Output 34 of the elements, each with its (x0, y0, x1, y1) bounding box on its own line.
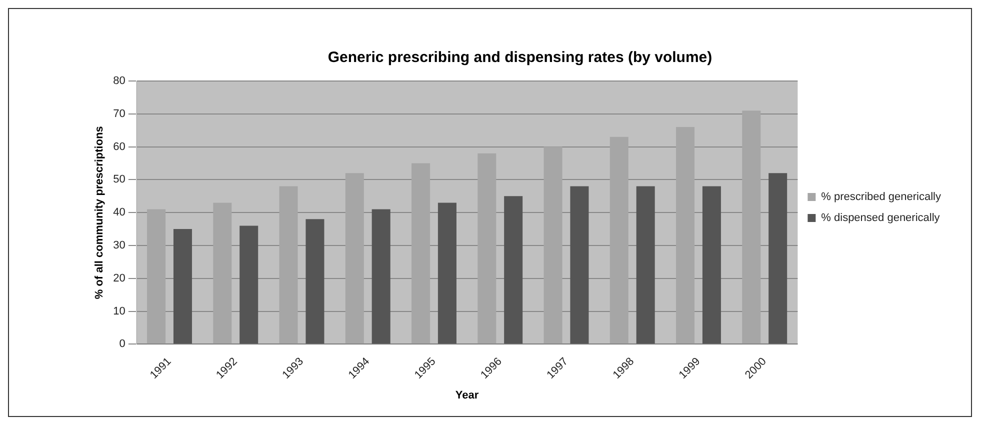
bar (173, 229, 192, 344)
bar (636, 186, 655, 344)
bar (372, 209, 390, 344)
bar (240, 226, 258, 344)
bar (478, 153, 496, 344)
y-tick-label: 30 (113, 240, 126, 252)
bar (345, 173, 364, 344)
y-axis-title: % of all community prescriptions (94, 126, 106, 300)
legend-label: % dispensed generically (821, 212, 940, 224)
bar (544, 146, 562, 344)
y-tick-label: 80 (113, 75, 126, 88)
bar (742, 110, 761, 344)
legend-label: % prescribed generically (821, 191, 942, 204)
bar (504, 196, 523, 344)
bar (412, 163, 430, 344)
bar (147, 209, 166, 344)
x-axis-title: Year (455, 389, 480, 402)
y-tick-label: 0 (119, 338, 126, 350)
bar (306, 219, 324, 344)
y-tick-label: 10 (113, 305, 126, 318)
y-tick-label: 70 (113, 108, 126, 120)
bar (279, 186, 298, 344)
y-tick-label: 40 (113, 206, 126, 219)
bar (570, 186, 589, 344)
bar (676, 127, 695, 344)
bar (213, 202, 232, 344)
y-tick-label: 20 (113, 272, 126, 284)
bar (438, 202, 456, 344)
bar (768, 173, 788, 344)
y-tick-label: 50 (113, 174, 126, 186)
bar (610, 136, 628, 344)
y-tick-label: 60 (113, 140, 126, 153)
bar (702, 186, 721, 344)
chart-title: Generic prescribing and dispensing rates (by volume) (328, 49, 712, 66)
